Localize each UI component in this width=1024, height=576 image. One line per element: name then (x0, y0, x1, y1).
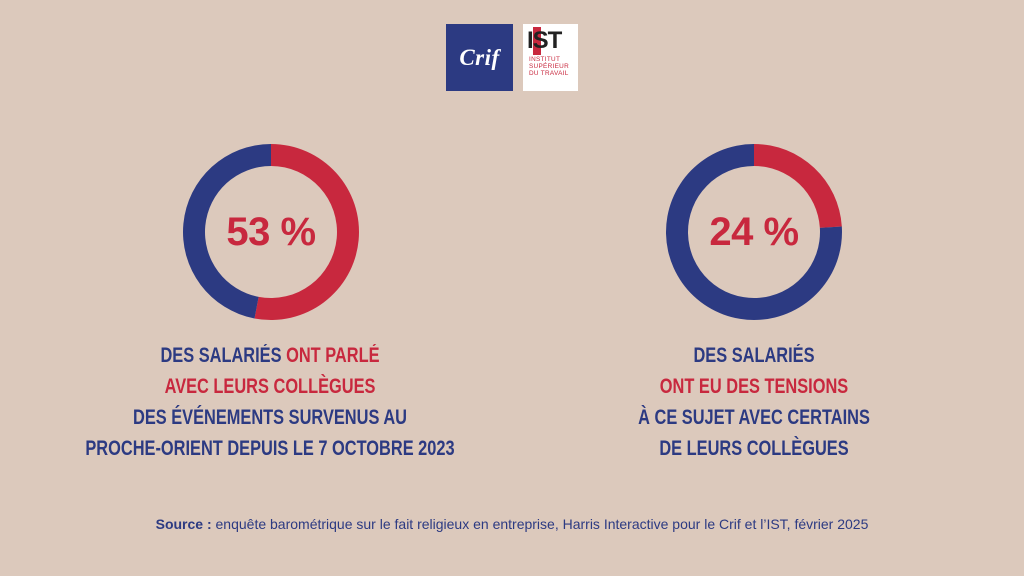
donut-chart-left: 53 % (181, 142, 361, 322)
caption-left-line-1: DES SALARIÉS ONT PARLÉ (59, 340, 480, 371)
donut-left-value: 53 % (226, 209, 316, 254)
caption-left-line-1-b: ONT PARLÉ (286, 344, 380, 367)
donut-0-slice-0 (254, 144, 359, 320)
crif-logo-text: Crif (459, 44, 500, 70)
donut-right-svg (666, 144, 842, 320)
caption-left: DES SALARIÉS ONT PARLÉ AVEC LEURS COLLÈG… (59, 340, 480, 464)
source-note: Source : enquête barométrique sur le fai… (0, 516, 1024, 532)
ist-logo-text: IST (527, 27, 562, 54)
donut-right-value: 24 % (709, 209, 799, 254)
caption-left-line-4: PROCHE-ORIENT DEPUIS LE 7 OCTOBRE 2023 (85, 437, 455, 460)
source-label: Source : (155, 516, 212, 532)
caption-left-line-1-a: DES SALARIÉS (160, 344, 287, 367)
ist-logo: IST INSTITUT SUPÉRIEUR DU TRAVAIL (523, 24, 578, 91)
caption-left-line-2: AVEC LEURS COLLÈGUES (164, 375, 376, 398)
ist-subtitle-line-2: SUPÉRIEUR (529, 63, 569, 70)
donut-left-svg (182, 144, 359, 320)
ist-subtitle-line-1: INSTITUT (529, 56, 561, 63)
caption-right: DES SALARIÉS ONT EU DES TENSIONS À CE SU… (543, 340, 964, 464)
source-text: enquête barométrique sur le fait religie… (211, 516, 869, 532)
caption-right-line-4: DE LEURS COLLÈGUES (659, 437, 849, 460)
crif-logo: Crif (446, 24, 513, 91)
caption-right-line-3: À CE SUJET AVEC CERTAINS (638, 406, 870, 429)
donut-chart-right: 24 % (664, 142, 844, 322)
caption-right-line-2: ONT EU DES TENSIONS (659, 375, 849, 398)
donut-0-slice-1 (182, 144, 271, 319)
donut-1-slice-0 (754, 144, 842, 228)
ist-subtitle-line-3: DU TRAVAIL (529, 70, 569, 77)
caption-left-line-3: DES ÉVÉNEMENTS SURVENUS AU (133, 406, 407, 429)
caption-right-line-1: DES SALARIÉS (693, 344, 815, 367)
ist-logo-bar (533, 27, 541, 55)
ist-logo-subtitle: INSTITUT SUPÉRIEUR DU TRAVAIL (529, 56, 577, 77)
